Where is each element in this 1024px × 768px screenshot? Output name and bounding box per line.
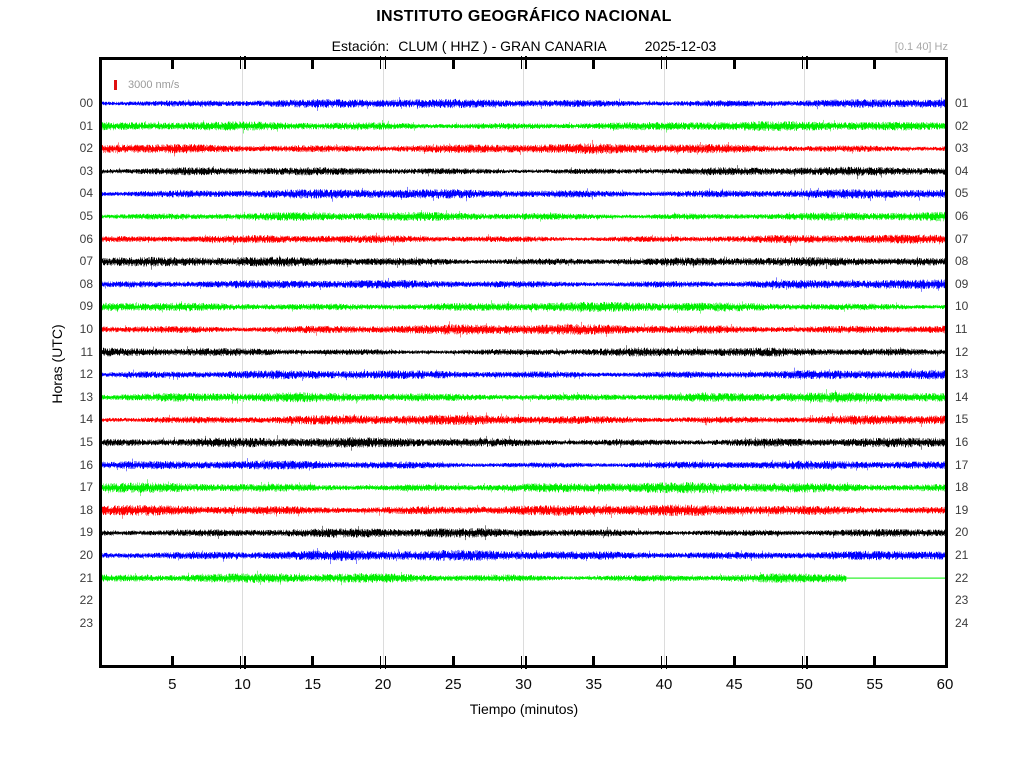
seismogram-traces <box>102 60 945 665</box>
x-tick-double-40 <box>661 56 667 69</box>
x-tick-label-55: 55 <box>866 676 884 693</box>
x-tick-15 <box>311 60 315 69</box>
hour-label-right-05: 05 <box>955 186 969 201</box>
x-axis-title: Tiempo (minutos) <box>469 701 579 717</box>
hour-label-right-24: 24 <box>955 615 969 630</box>
filter-band-label: [0.1 40] Hz <box>894 41 948 53</box>
hour-label-left-03: 03 <box>79 163 93 178</box>
date-value: 2025-12-03 <box>644 38 717 54</box>
x-tick-double-30 <box>520 656 527 669</box>
hour-label-left-20: 20 <box>79 548 93 562</box>
hour-label-right-12: 12 <box>955 344 969 359</box>
x-tick-label-25: 25 <box>444 676 462 693</box>
x-tick-double-20 <box>380 656 386 669</box>
x-tick-double-50 <box>801 56 808 69</box>
scale-bar-icon <box>114 80 117 90</box>
plot-area: 3000 nm/s <box>99 56 948 669</box>
hour-label-right-02: 02 <box>955 118 969 133</box>
x-tick-label-10: 10 <box>234 676 251 693</box>
hour-label-right-01: 01 <box>955 96 969 110</box>
x-tick-label-40: 40 <box>655 676 673 693</box>
x-tick-double-40 <box>661 656 667 669</box>
x-tick-55 <box>873 656 877 665</box>
x-tick-label-45: 45 <box>725 676 743 693</box>
hour-label-left-14: 14 <box>79 412 93 427</box>
hour-label-left-10: 10 <box>79 322 93 336</box>
hour-label-left-01: 01 <box>79 118 93 133</box>
hour-label-right-13: 13 <box>955 367 969 382</box>
x-tick-label-60: 60 <box>936 676 954 693</box>
hour-label-right-14: 14 <box>955 389 969 404</box>
x-tick-double-10 <box>239 656 246 669</box>
page-title: INSTITUTO GEOGRÁFICO NACIONAL <box>376 8 672 25</box>
hour-label-left-04: 04 <box>79 186 93 201</box>
scale-legend-label: 3000 nm/s <box>128 79 180 91</box>
hour-label-left-15: 15 <box>79 435 93 449</box>
x-tick-45 <box>732 60 736 69</box>
hour-label-left-19: 19 <box>79 525 93 540</box>
x-tick-label-50: 50 <box>796 676 813 693</box>
x-tick-double-50 <box>801 656 808 669</box>
hour-label-left-18: 18 <box>79 502 93 517</box>
hour-label-left-13: 13 <box>79 389 93 404</box>
hour-label-right-19: 19 <box>955 502 969 517</box>
hour-label-right-18: 18 <box>955 480 969 495</box>
hour-label-right-23: 23 <box>955 593 969 608</box>
hour-label-left-12: 12 <box>79 367 93 382</box>
hour-label-right-16: 16 <box>955 435 969 449</box>
x-tick-15 <box>311 656 315 665</box>
x-tick-double-30 <box>520 56 527 69</box>
hour-label-left-02: 02 <box>79 141 93 156</box>
hour-label-right-04: 04 <box>955 163 969 178</box>
hour-label-left-21: 21 <box>79 570 93 585</box>
hour-label-right-08: 08 <box>955 254 969 269</box>
hour-label-left-00: 00 <box>79 96 93 110</box>
hour-label-left-22: 22 <box>79 593 93 608</box>
x-tick-label-5: 5 <box>168 676 177 693</box>
hour-label-left-11: 11 <box>80 344 93 359</box>
hour-label-left-08: 08 <box>79 276 93 291</box>
x-tick-35 <box>592 656 596 665</box>
station-value: CLUM ( HHZ ) - GRAN CANARIA <box>398 38 607 54</box>
hour-label-left-16: 16 <box>79 457 93 472</box>
x-tick-label-15: 15 <box>304 676 322 693</box>
hour-label-right-15: 15 <box>955 412 969 427</box>
x-tick-label-30: 30 <box>515 676 532 693</box>
x-tick-25 <box>451 60 455 69</box>
hour-label-left-23: 23 <box>79 615 93 630</box>
hour-label-right-03: 03 <box>955 141 969 156</box>
hour-label-right-09: 09 <box>955 276 969 291</box>
x-tick-55 <box>873 60 877 69</box>
x-tick-5 <box>170 60 174 69</box>
x-tick-label-35: 35 <box>585 676 603 693</box>
hour-label-right-21: 21 <box>955 548 969 562</box>
x-tick-25 <box>451 656 455 665</box>
hour-label-right-11: 11 <box>955 322 968 336</box>
hour-label-left-07: 07 <box>79 254 93 269</box>
hour-label-right-22: 22 <box>955 570 969 585</box>
x-tick-label-20: 20 <box>374 676 392 693</box>
x-tick-5 <box>170 656 174 665</box>
hour-label-right-06: 06 <box>955 209 969 223</box>
station-label: Estación: <box>331 38 390 54</box>
hour-label-right-17: 17 <box>955 457 969 472</box>
hour-label-right-07: 07 <box>955 231 969 246</box>
x-tick-double-20 <box>380 56 386 69</box>
x-tick-45 <box>732 656 736 665</box>
x-tick-35 <box>592 60 596 69</box>
x-tick-double-10 <box>239 56 246 69</box>
hour-label-left-06: 06 <box>79 231 93 246</box>
hour-label-right-10: 10 <box>955 299 969 314</box>
hour-label-left-05: 05 <box>79 209 93 223</box>
hour-label-left-09: 09 <box>79 299 93 314</box>
station-line: Estación: CLUM ( HHZ ) - GRAN CANARIA 2025… <box>0 38 1024 54</box>
hour-label-left-17: 17 <box>79 480 93 495</box>
hour-label-right-20: 20 <box>955 525 969 540</box>
